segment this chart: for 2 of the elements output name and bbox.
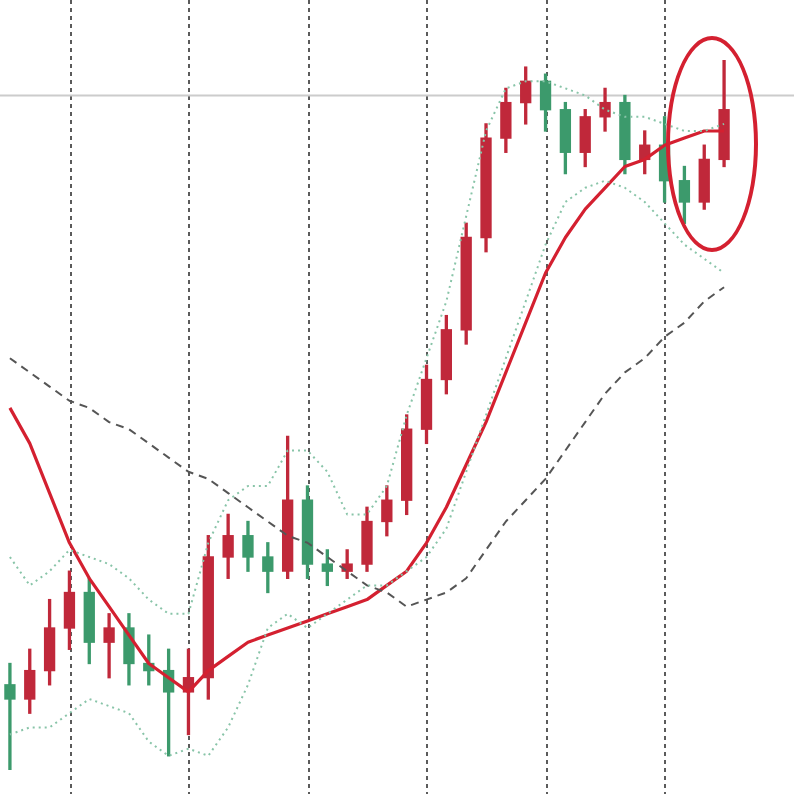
candlestick: [4, 662, 16, 770]
candlestick: [103, 613, 115, 679]
